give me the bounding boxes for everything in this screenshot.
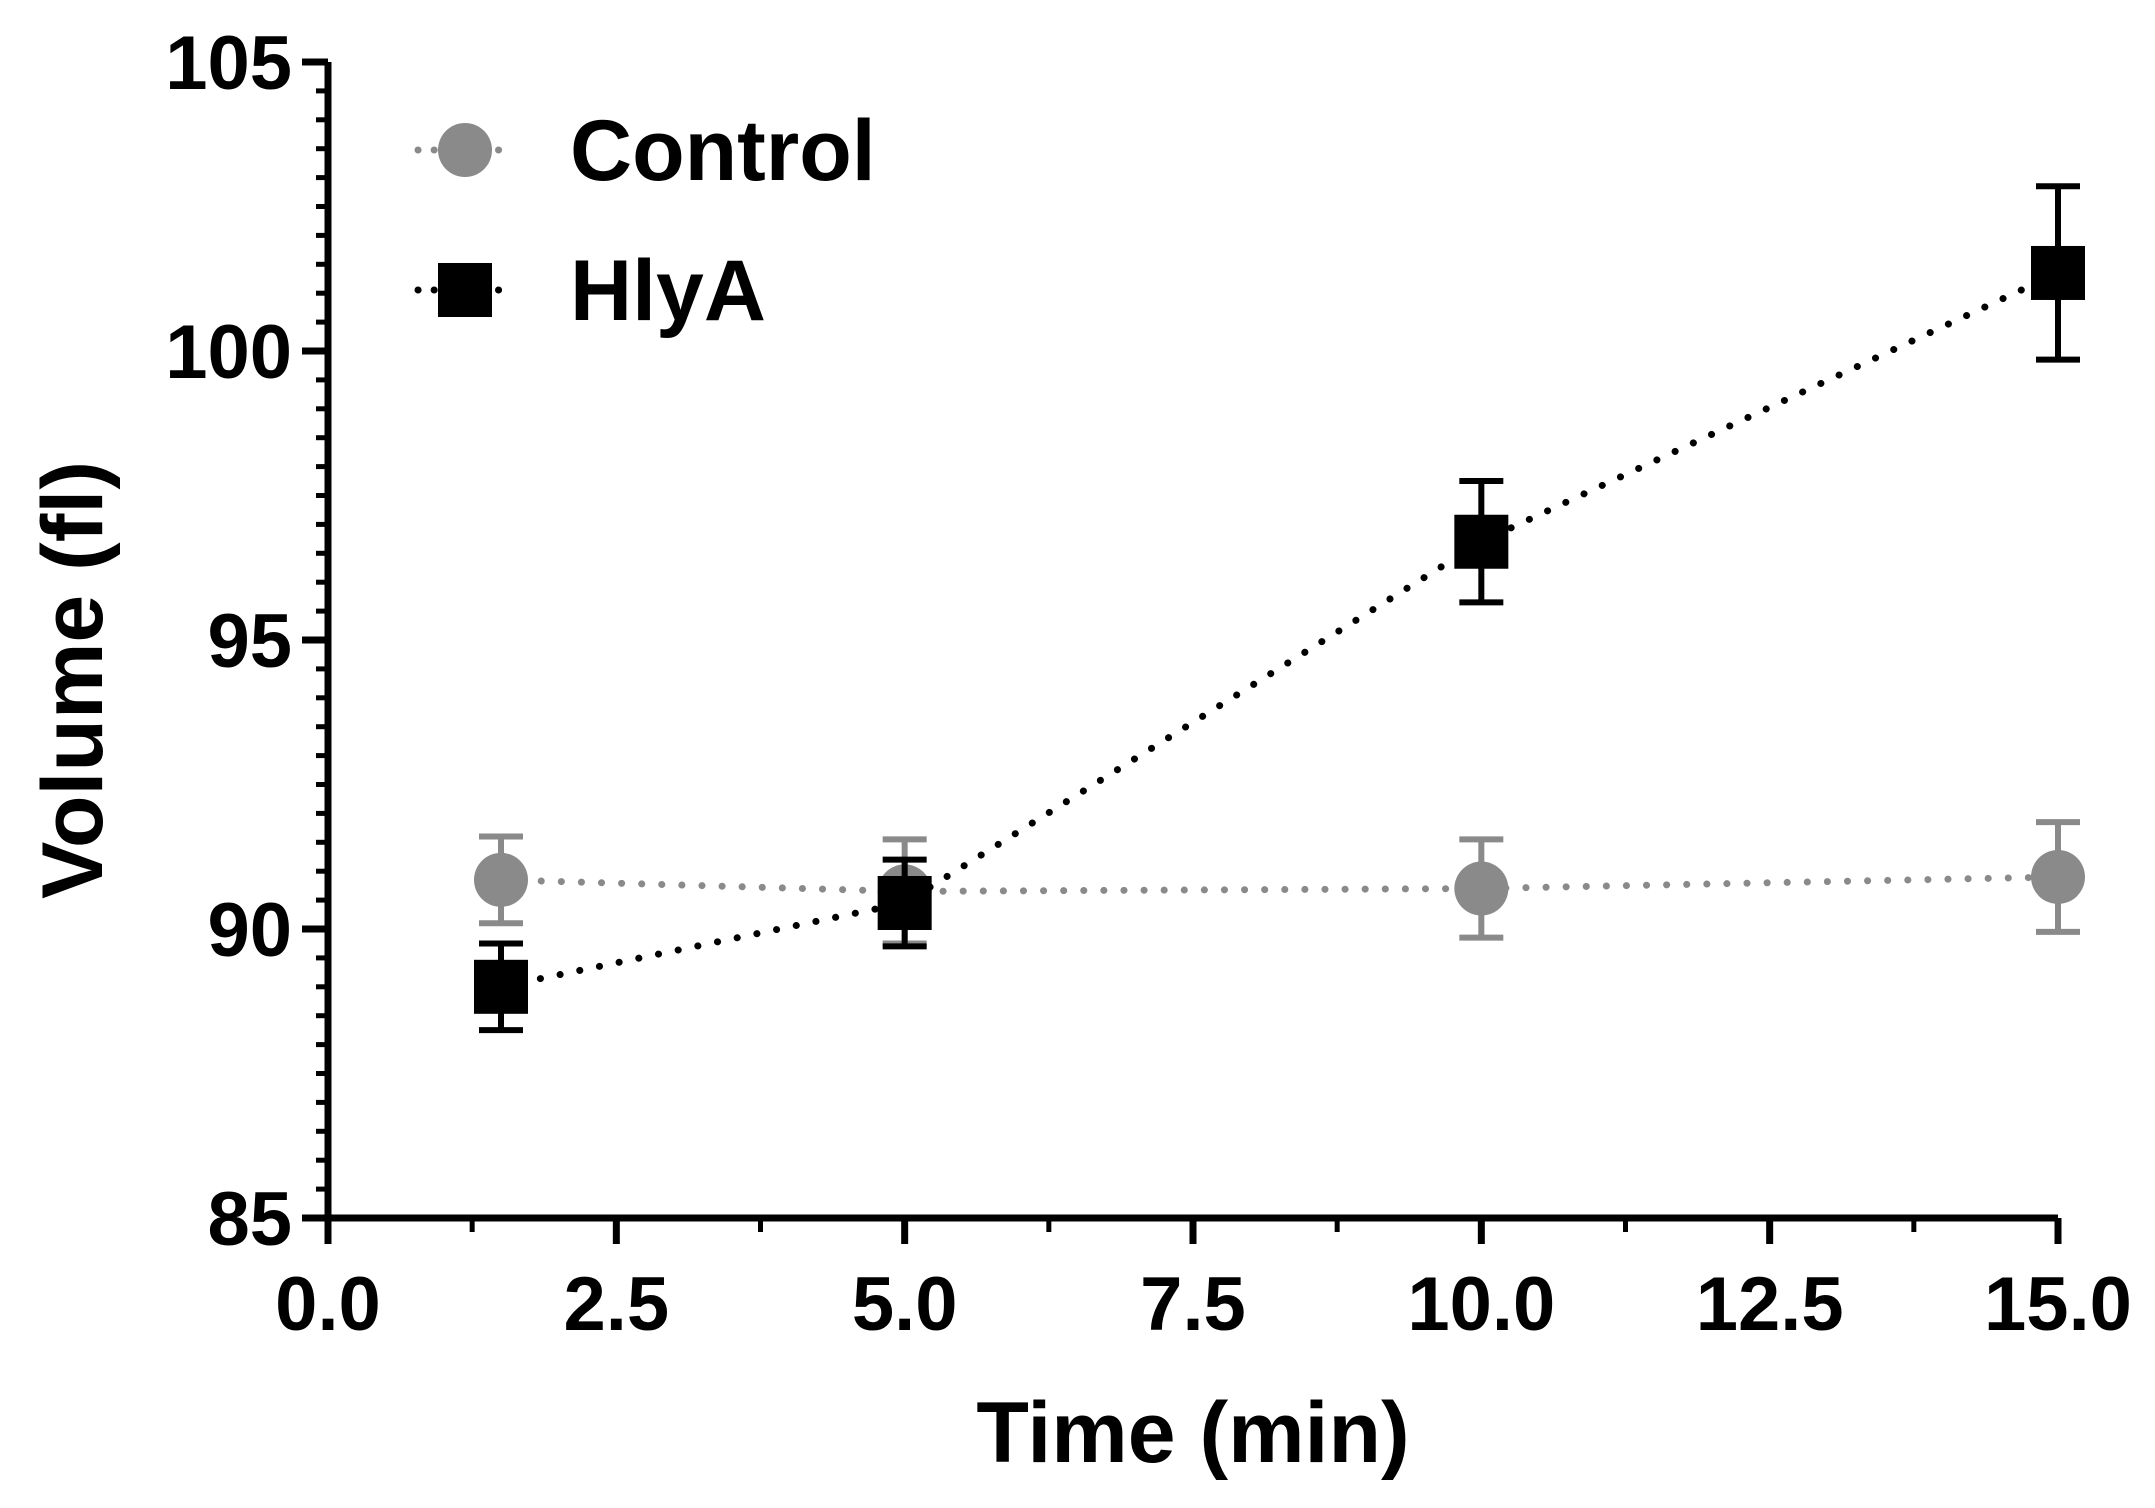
data-point-hlya [877,875,932,930]
legend-label-hlya: HlyA [570,243,766,339]
x-tick-label: 10.0 [1407,1262,1555,1347]
x-tick-label: 15.0 [1984,1262,2132,1347]
x-tick-label: 0.0 [275,1262,381,1347]
data-point-control [474,852,528,907]
data-point-hlya [2031,245,2085,300]
legend-marker-control [438,123,492,177]
data-point-hlya [474,959,528,1014]
x-tick-label: 5.0 [852,1262,958,1347]
series-hlya [474,183,2085,1034]
legend-label-control: Control [570,103,876,199]
legend: Control HlyA [414,103,876,339]
data-point-hlya [1454,514,1509,569]
y-tick-label: 95 [207,599,292,684]
axes-group: 85 90 95 100 105 0.0 2.5 5.0 7.5 10.0 12.5 15.0 Time… [25,21,2132,1481]
data-point-control [2031,849,2085,904]
legend-item-hlya: HlyA [414,243,766,339]
data-point-control [1454,861,1509,916]
x-tick-label: 7.5 [1140,1262,1246,1347]
y-tick-label: 90 [207,888,292,973]
y-tick-label: 100 [165,310,292,395]
series-group [474,183,2085,1034]
legend-item-control: Control [414,103,876,199]
legend-marker-hlya [438,263,492,317]
y-axis-title: Volume (fl) [25,461,121,899]
series-control [474,819,2085,947]
x-tick-label: 2.5 [564,1262,670,1347]
y-tick-label: 105 [165,21,292,106]
x-axis-title: Time (min) [976,1385,1409,1481]
series-line-control [497,873,2062,895]
x-tick-label: 12.5 [1696,1262,1844,1347]
y-tick-label: 85 [207,1177,292,1262]
